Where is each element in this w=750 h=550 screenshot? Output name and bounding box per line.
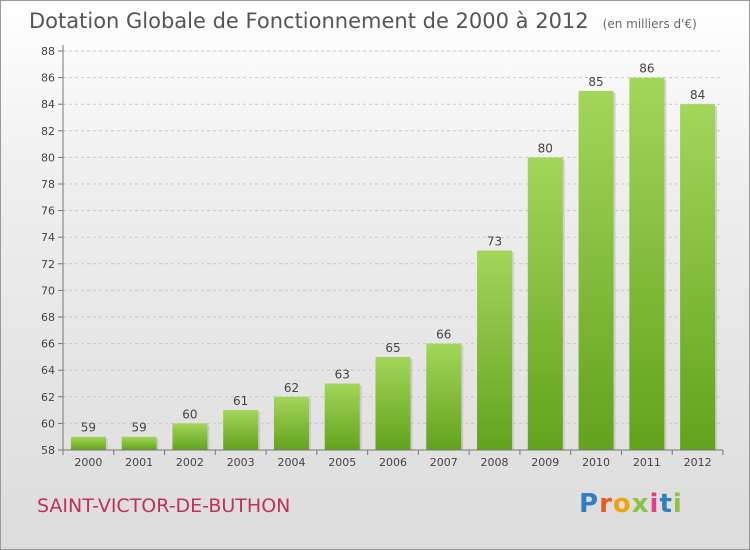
bar-value-label: 59 <box>81 421 96 435</box>
y-tick-label: 82 <box>41 125 55 138</box>
y-tick-label: 80 <box>41 151 55 164</box>
y-tick-label: 86 <box>41 72 55 85</box>
logo-letter: r <box>599 489 613 519</box>
x-tick-label: 2000 <box>74 456 102 469</box>
bar <box>375 356 411 450</box>
bar-value-label: 62 <box>284 381 299 395</box>
y-tick-label: 88 <box>41 45 55 58</box>
logo-letter: o <box>612 489 632 519</box>
bar <box>680 104 716 450</box>
x-tick-label: 2007 <box>430 456 458 469</box>
x-tick-label: 2002 <box>176 456 204 469</box>
bar <box>324 383 360 450</box>
bar <box>578 90 614 451</box>
bar <box>527 157 563 450</box>
bar-value-label: 60 <box>182 407 197 421</box>
bar <box>426 343 462 450</box>
chart-title-text: Dotation Globale de Fonctionnement de 20… <box>29 9 589 33</box>
bar-value-label: 63 <box>335 368 350 382</box>
bar <box>629 77 665 450</box>
chart-subtitle: (en milliers d'€) <box>602 17 697 31</box>
logo-letter: x <box>631 489 650 519</box>
proxiti-logo[interactable]: Proxiti <box>579 489 683 519</box>
y-tick-label: 78 <box>41 178 55 191</box>
bar-value-label: 86 <box>639 62 654 76</box>
x-tick-label: 2011 <box>633 456 661 469</box>
y-tick-label: 70 <box>41 284 55 297</box>
y-tick-label: 68 <box>41 311 55 324</box>
x-tick-label: 2008 <box>481 456 509 469</box>
bar-value-label: 65 <box>385 341 400 355</box>
x-tick-label: 2010 <box>582 456 610 469</box>
bar-value-label: 84 <box>690 88 705 102</box>
y-tick-label: 74 <box>41 231 55 244</box>
bar-value-label: 61 <box>233 394 248 408</box>
chart-title: Dotation Globale de Fonctionnement de 20… <box>29 9 697 33</box>
x-tick-label: 2006 <box>379 456 407 469</box>
bar <box>223 410 259 450</box>
logo-letter: i <box>649 489 660 519</box>
bar-value-label: 59 <box>132 421 147 435</box>
x-tick-label: 2012 <box>684 456 712 469</box>
y-tick-label: 76 <box>41 205 55 218</box>
bar <box>121 436 157 450</box>
y-tick-label: 64 <box>41 364 55 377</box>
logo-letter: i <box>672 489 683 519</box>
x-tick-label: 2009 <box>531 456 559 469</box>
bar <box>172 423 208 450</box>
bar-value-label: 73 <box>487 235 502 249</box>
bar-value-label: 80 <box>538 141 553 155</box>
bar <box>70 436 106 450</box>
bar-value-label: 66 <box>436 328 451 342</box>
y-tick-label: 72 <box>41 258 55 271</box>
bar-value-label: 85 <box>588 75 603 89</box>
y-tick-label: 84 <box>41 98 55 111</box>
y-tick-label: 66 <box>41 338 55 351</box>
y-tick-label: 62 <box>41 391 55 404</box>
axes: 58 60 62 64 66 68 70 72 74 76 78 80 82 84 86 88 2000 2001… <box>41 45 724 469</box>
x-tick-label: 2004 <box>277 456 305 469</box>
y-tick-label: 58 <box>41 444 55 457</box>
bar <box>477 250 513 450</box>
logo-letter: P <box>579 489 600 519</box>
logo-letter: t <box>659 489 673 519</box>
x-tick-label: 2001 <box>125 456 153 469</box>
x-tick-label: 2005 <box>328 456 356 469</box>
town-name: SAINT-VICTOR-DE-BUTHON <box>37 495 291 517</box>
x-tick-label: 2003 <box>227 456 255 469</box>
bars: 59 59 60 61 62 63 65 66 73 80 85 86 84 <box>70 62 718 451</box>
bar <box>273 396 309 450</box>
y-tick-label: 60 <box>41 417 55 430</box>
